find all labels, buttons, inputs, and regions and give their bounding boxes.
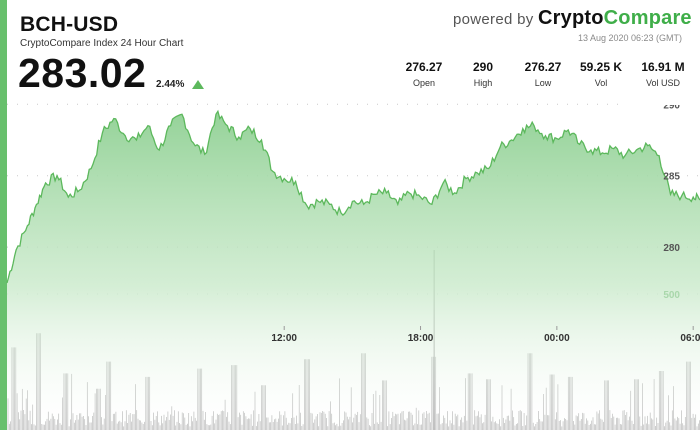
stat-volume-usd-value: 16.91 M xyxy=(641,60,685,74)
cryptocompare-logo[interactable]: CryptoCompare xyxy=(538,7,692,30)
stat-high-value: 290 xyxy=(472,60,494,74)
chart-top-mask xyxy=(620,95,700,105)
y-tick-label: 285 xyxy=(663,172,680,183)
stat-volume-usd: 16.91 M Vol USD xyxy=(635,60,691,88)
x-tick-label: 12:00 xyxy=(271,333,297,344)
chart-subtitle: CryptoCompare Index 24 Hour Chart xyxy=(20,38,184,49)
stat-low-label: Low xyxy=(534,78,552,88)
powered-by-label: powered by xyxy=(453,11,534,28)
stat-high-label: High xyxy=(473,78,493,88)
stat-open-label: Open xyxy=(412,78,436,88)
stat-volume-value: 59.25 K xyxy=(579,60,623,74)
x-tick-label: 06:00 xyxy=(680,333,700,344)
stat-volume: 59.25 K Vol xyxy=(576,60,626,88)
x-tick-label: 18:00 xyxy=(408,333,434,344)
current-price: 283.02 xyxy=(18,50,147,96)
left-accent-bar xyxy=(0,0,7,430)
stat-low: 276.27 Low xyxy=(518,60,568,88)
pair-title: BCH-USD xyxy=(20,13,119,36)
price-change-percent: 2.44% xyxy=(156,79,185,90)
logo-part-compare: Compare xyxy=(603,7,692,29)
stat-high: 290 High xyxy=(466,60,500,88)
stat-open-value: 276.27 xyxy=(405,60,443,74)
timestamp: 13 Aug 2020 06:23 (GMT) xyxy=(577,33,682,43)
x-tick-label: 00:00 xyxy=(544,333,570,344)
stat-volume-usd-label: Vol USD xyxy=(645,78,680,88)
stat-low-value: 276.27 xyxy=(524,60,562,74)
price-line xyxy=(6,109,700,284)
stat-volume-label: Vol xyxy=(594,78,608,88)
arrow-up-icon xyxy=(192,80,204,89)
y-tick-label: 280 xyxy=(663,243,680,254)
logo-part-crypto: Crypto xyxy=(538,7,604,29)
volume-tick-label: 500 xyxy=(663,290,680,301)
y-tick-label: 290 xyxy=(663,100,680,111)
stat-open: 276.27 Open xyxy=(399,60,449,88)
y-axis-labels: 290 285 280 500 xyxy=(663,100,680,301)
price-area-fill xyxy=(7,111,700,430)
x-axis-labels: 12:00 18:00 00:00 06:00 xyxy=(271,326,700,344)
